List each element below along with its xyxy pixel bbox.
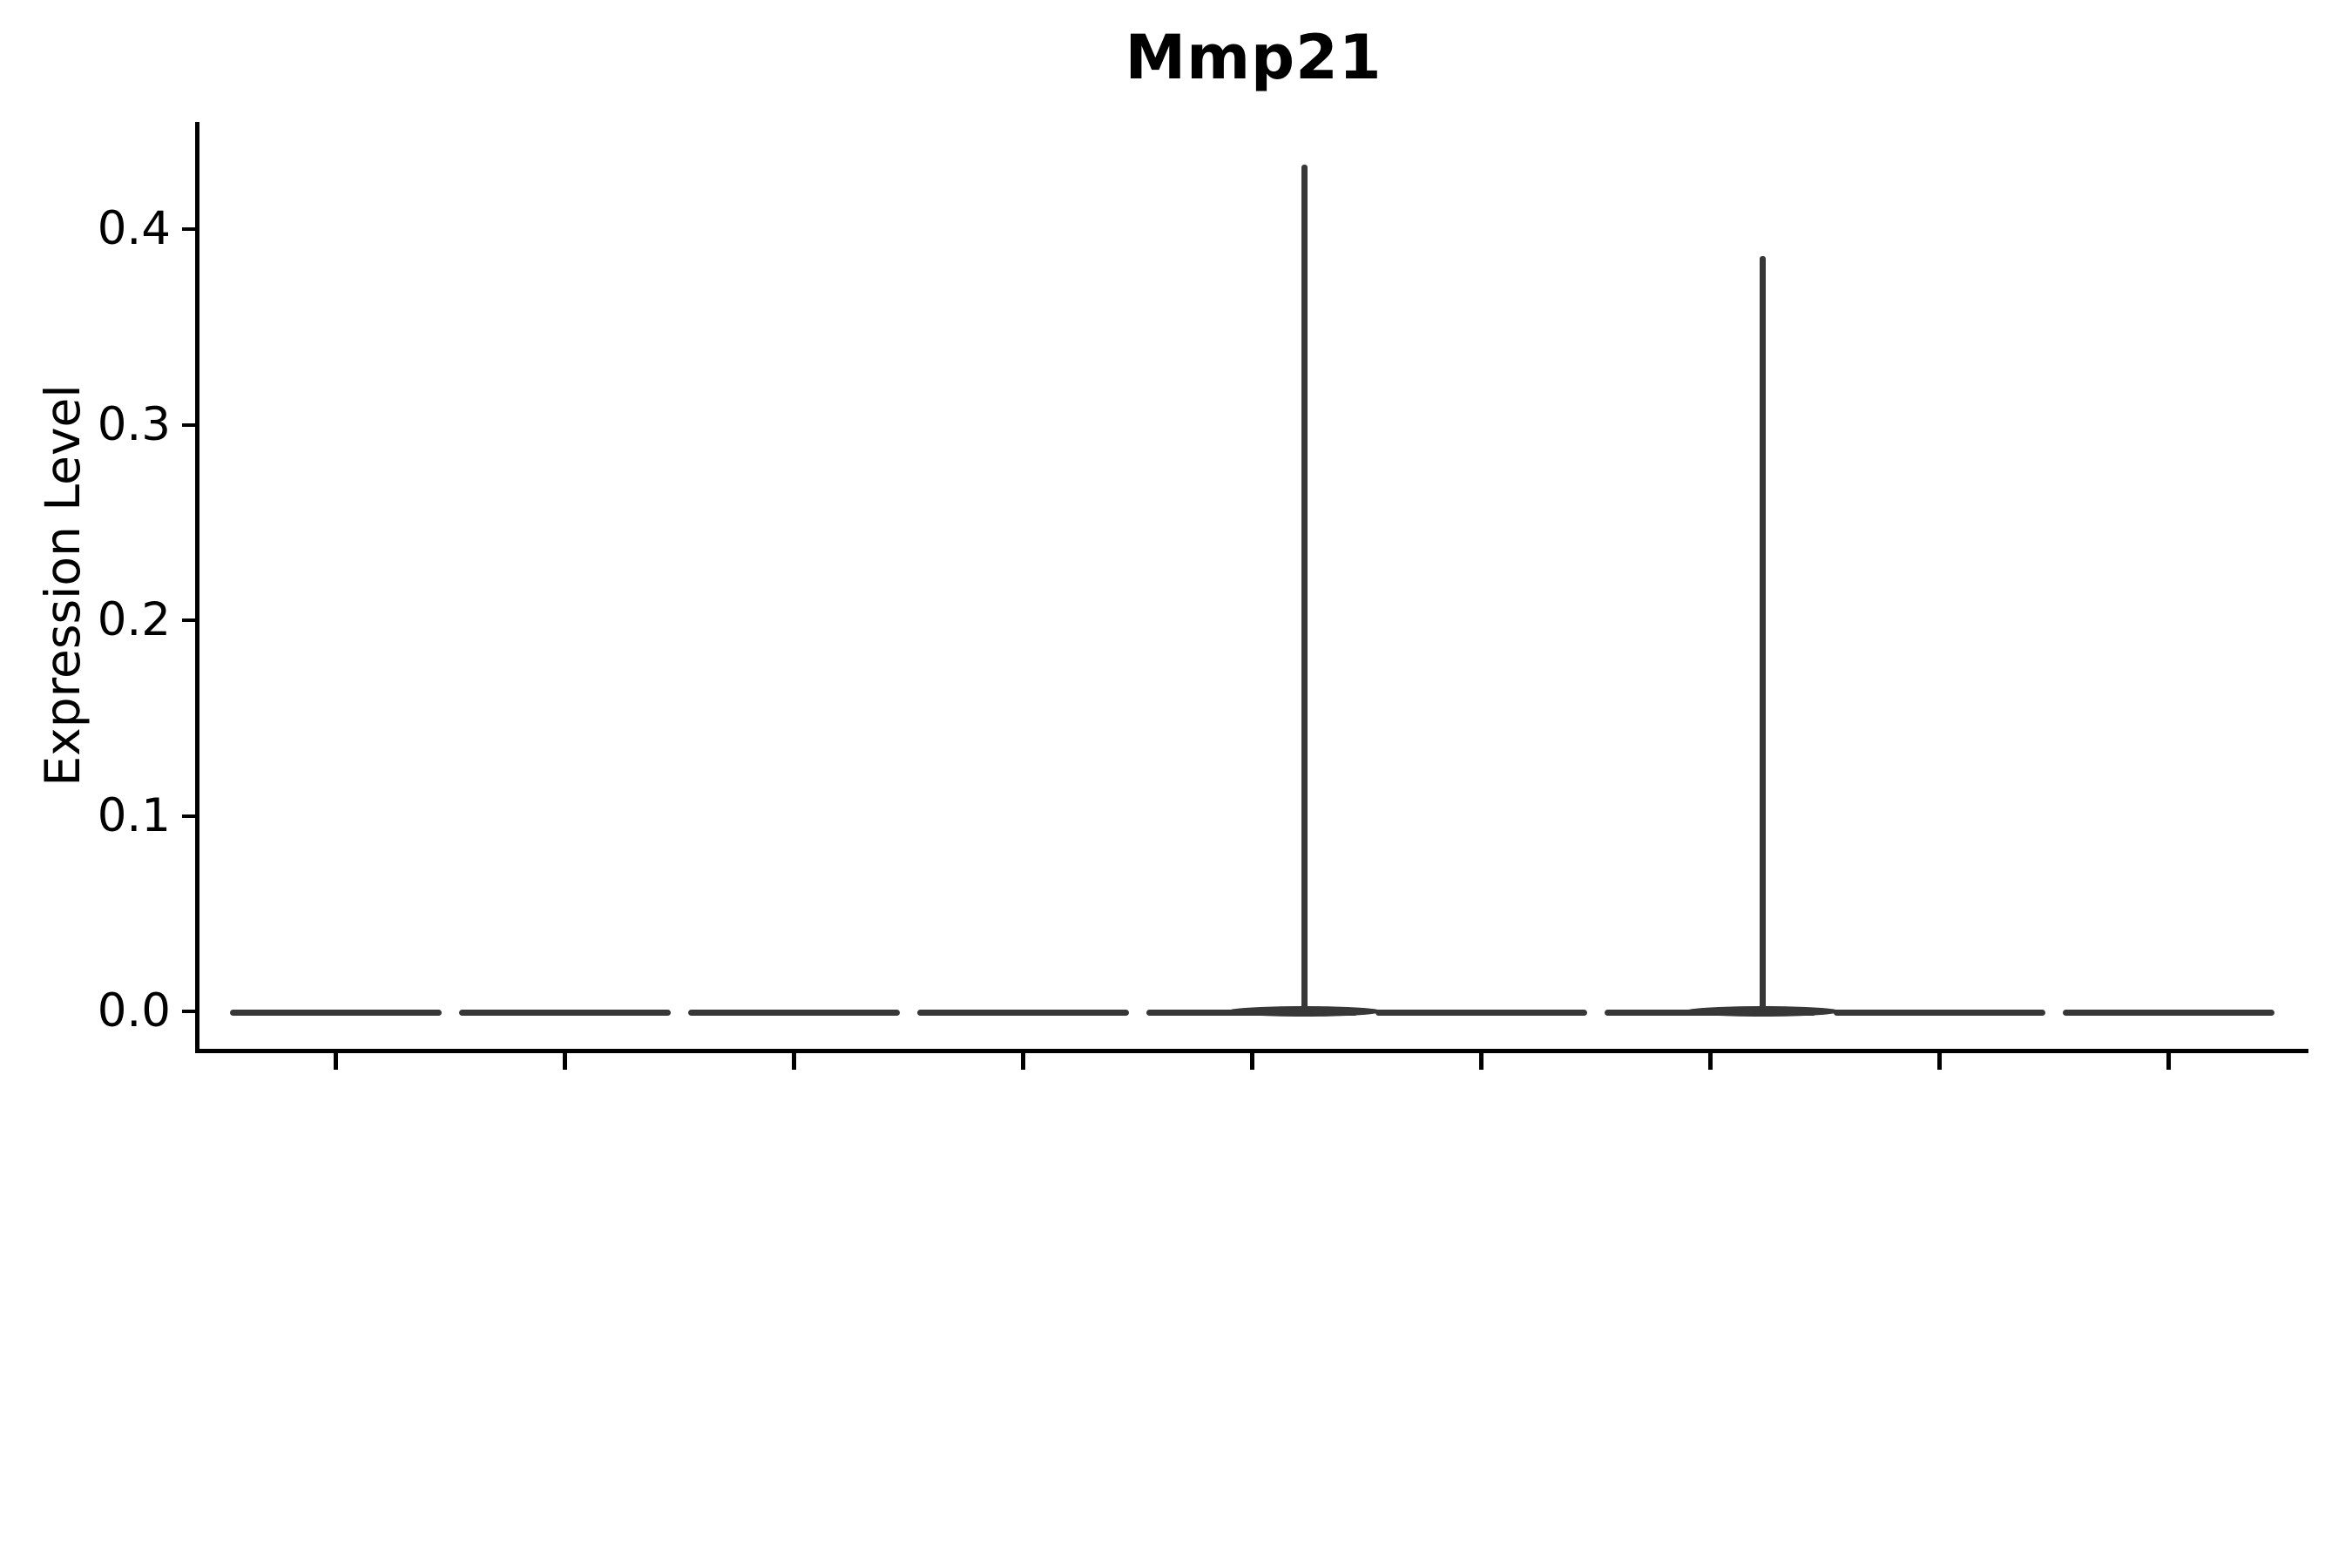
x-axis-spine	[195, 1049, 2308, 1053]
x-tick	[1250, 1053, 1254, 1070]
violin-body	[1833, 1009, 2045, 1016]
y-tick-label: 0.0	[97, 984, 171, 1037]
y-tick	[182, 422, 195, 427]
y-tick-label: 0.4	[97, 202, 171, 255]
violin-body	[916, 1009, 1129, 1016]
violin-body	[2062, 1009, 2274, 1016]
x-tick	[334, 1053, 338, 1070]
chart-title: Mmp21	[1125, 22, 1382, 93]
x-tick	[1479, 1053, 1484, 1070]
violin-body	[1375, 1009, 1587, 1016]
x-tick	[1937, 1053, 1942, 1070]
y-axis-spine	[195, 122, 199, 1053]
y-tick	[182, 618, 195, 622]
y-tick	[182, 814, 195, 818]
violin-body	[458, 1009, 671, 1016]
x-tick	[1021, 1053, 1025, 1070]
y-tick-label: 0.2	[97, 593, 171, 646]
y-tick-label: 0.3	[97, 397, 171, 451]
violin-spike	[1301, 164, 1308, 1013]
x-tick	[563, 1053, 567, 1070]
y-tick	[182, 227, 195, 231]
y-tick	[182, 1010, 195, 1013]
x-tick	[1708, 1053, 1713, 1070]
x-tick	[2166, 1053, 2171, 1070]
violin-spike	[1759, 256, 1766, 1013]
y-tick-label: 0.1	[97, 788, 171, 842]
violin-body	[687, 1009, 900, 1016]
x-tick	[792, 1053, 796, 1070]
violin-body	[229, 1009, 442, 1016]
